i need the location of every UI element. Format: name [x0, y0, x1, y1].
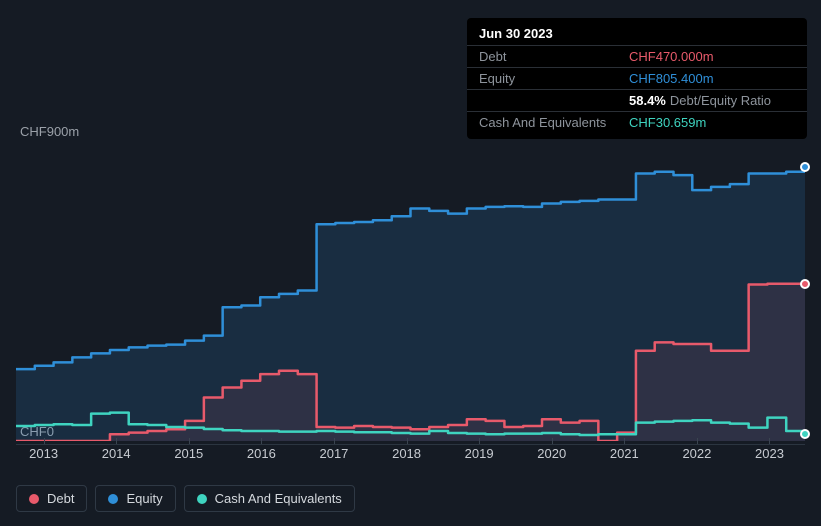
chart-legend: Debt Equity Cash And Equivalents	[16, 485, 355, 512]
x-axis-line	[16, 444, 805, 445]
tooltip-row-value: CHF470.000m	[629, 49, 714, 64]
tooltip-row: EquityCHF805.400m	[467, 67, 807, 89]
x-axis: 2013 2014 2015 2016 2017 2018 2019 2020 2021 2022…	[16, 444, 805, 466]
tooltip-row-value: CHF805.400m	[629, 71, 714, 86]
tooltip-row-label	[479, 93, 629, 108]
legend-item-debt[interactable]: Debt	[16, 485, 87, 512]
xaxis-tick-mark	[44, 438, 45, 444]
xaxis-tick-mark	[189, 438, 190, 444]
xaxis-tick-mark	[334, 438, 335, 444]
xaxis-tick-label: 2019	[465, 446, 494, 461]
xaxis-tick-label: 2021	[610, 446, 639, 461]
chart-svg	[16, 140, 805, 441]
legend-item-cash[interactable]: Cash And Equivalents	[184, 485, 355, 512]
legend-item-label: Equity	[126, 491, 162, 506]
tooltip-row-label: Cash And Equivalents	[479, 115, 629, 130]
tooltip-date: Jun 30 2023	[467, 24, 807, 45]
legend-item-label: Debt	[47, 491, 74, 506]
xaxis-tick-mark	[769, 438, 770, 444]
xaxis-tick-label: 2014	[102, 446, 131, 461]
xaxis-tick-label: 2016	[247, 446, 276, 461]
xaxis-tick-label: 2017	[319, 446, 348, 461]
legend-swatch-icon	[197, 494, 207, 504]
legend-item-label: Cash And Equivalents	[215, 491, 342, 506]
xaxis-tick-mark	[116, 438, 117, 444]
yaxis-max-label: CHF900m	[20, 124, 79, 139]
xaxis-tick-mark	[407, 438, 408, 444]
tooltip-row: 58.4% Debt/Equity Ratio	[467, 89, 807, 111]
tooltip-row: Cash And EquivalentsCHF30.659m	[467, 111, 807, 133]
xaxis-tick-label: 2022	[682, 446, 711, 461]
tooltip-ratio: 58.4% Debt/Equity Ratio	[629, 93, 771, 108]
legend-swatch-icon	[108, 494, 118, 504]
hover-tooltip: Jun 30 2023 DebtCHF470.000mEquityCHF805.…	[467, 18, 807, 139]
tooltip-ratio-pct: 58.4%	[629, 93, 666, 108]
xaxis-tick-mark	[261, 438, 262, 444]
tooltip-row: DebtCHF470.000m	[467, 45, 807, 67]
legend-item-equity[interactable]: Equity	[95, 485, 175, 512]
xaxis-tick-label: 2015	[174, 446, 203, 461]
chart-plot-area	[16, 140, 805, 441]
xaxis-tick-mark	[624, 438, 625, 444]
equity-end-marker	[800, 162, 810, 172]
xaxis-tick-label: 2013	[29, 446, 58, 461]
xaxis-tick-label: 2023	[755, 446, 784, 461]
xaxis-tick-mark	[479, 438, 480, 444]
xaxis-tick-label: 2020	[537, 446, 566, 461]
tooltip-ratio-label: Debt/Equity Ratio	[670, 93, 771, 108]
tooltip-row-value: CHF30.659m	[629, 115, 706, 130]
cash-end-marker	[800, 429, 810, 439]
tooltip-row-label: Debt	[479, 49, 629, 64]
debt-end-marker	[800, 279, 810, 289]
xaxis-tick-mark	[697, 438, 698, 444]
xaxis-tick-label: 2018	[392, 446, 421, 461]
xaxis-tick-mark	[552, 438, 553, 444]
tooltip-row-label: Equity	[479, 71, 629, 86]
legend-swatch-icon	[29, 494, 39, 504]
